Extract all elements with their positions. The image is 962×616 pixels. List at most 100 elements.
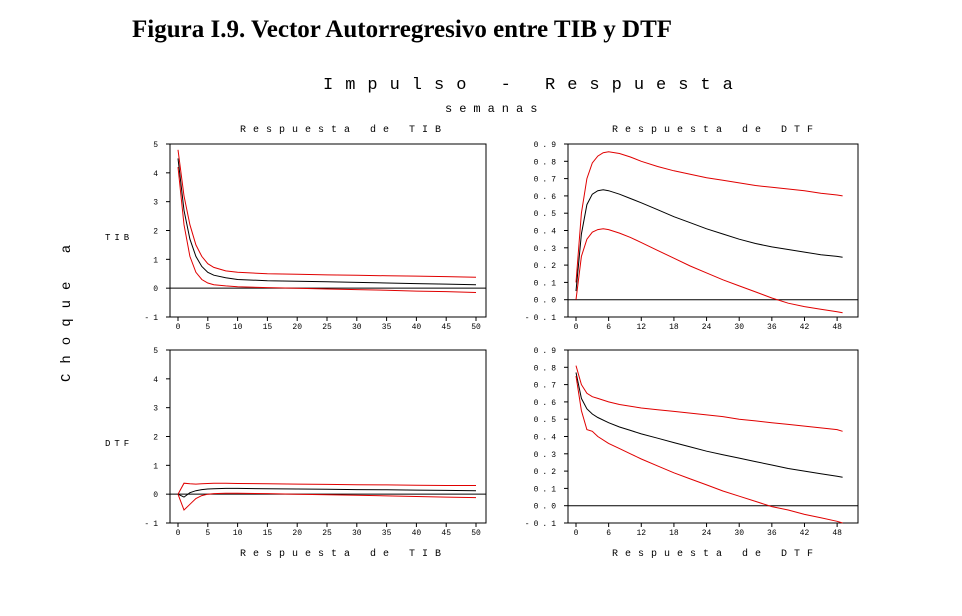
x-tick-label: 25 <box>322 323 332 332</box>
y-tick-label: 4 <box>153 376 162 385</box>
x-tick-label: 30 <box>734 529 744 538</box>
series-lower <box>177 492 477 511</box>
y-tick-label: 0.3 <box>534 245 560 254</box>
y-tick-label: 2 <box>153 228 162 237</box>
series-upper <box>575 365 843 432</box>
x-tick-label: 20 <box>292 323 302 332</box>
x-tick-label: 5 <box>205 323 210 332</box>
y-tick-label: 5 <box>153 141 162 150</box>
y-tick-label: 0.4 <box>534 434 560 443</box>
x-tick-label: 35 <box>382 323 392 332</box>
series-response <box>575 372 843 478</box>
x-tick-label: 40 <box>412 323 422 332</box>
x-tick-label: 45 <box>441 529 451 538</box>
series-upper <box>575 151 843 283</box>
y-tick-label: 0.0 <box>534 297 560 306</box>
y-tick-label: 0.9 <box>534 141 560 150</box>
x-tick-label: 10 <box>233 529 243 538</box>
y-tick-label: 0.2 <box>534 262 560 271</box>
y-tick-label: 0.6 <box>534 399 560 408</box>
x-tick-label: 50 <box>471 323 481 332</box>
x-tick-label: 30 <box>352 323 362 332</box>
y-tick-label: 5 <box>153 347 162 356</box>
x-tick-label: 20 <box>292 529 302 538</box>
y-tick-label: 0.1 <box>534 485 560 494</box>
y-tick-label: 0.5 <box>534 210 560 219</box>
x-tick-label: 25 <box>322 529 332 538</box>
y-tick-label: 1 <box>153 462 162 471</box>
bottom-label-left: Respuesta de TIB <box>240 548 448 560</box>
y-tick-label: 0.7 <box>534 382 560 391</box>
col-label-left: Respuesta de TIB <box>240 124 448 136</box>
y-tick-label: 0.0 <box>534 503 560 512</box>
y-tick-label: 0.3 <box>534 451 560 460</box>
row-label-tib: TIB <box>105 233 133 243</box>
y-tick-label: 0.6 <box>534 193 560 202</box>
x-tick-label: 35 <box>382 529 392 538</box>
x-tick-label: 15 <box>263 323 273 332</box>
series-lower <box>575 375 843 524</box>
y-tick-label: -0.1 <box>525 520 560 529</box>
x-tick-label: 18 <box>669 529 679 538</box>
series-response <box>177 158 477 286</box>
series-response <box>575 189 843 292</box>
x-tick-label: 24 <box>702 323 712 332</box>
x-tick-label: 48 <box>832 323 842 332</box>
y-tick-label: -0.1 <box>525 314 560 323</box>
y-tick-label: -1 <box>144 520 162 529</box>
bottom-label-right: Respuesta de DTF <box>612 548 820 560</box>
x-tick-label: 0 <box>176 529 181 538</box>
x-tick-label: 18 <box>669 323 679 332</box>
series-lower <box>575 228 843 314</box>
y-tick-label: 0.1 <box>534 279 560 288</box>
row-axis-label: Choque a <box>59 235 75 382</box>
x-tick-label: 36 <box>767 323 777 332</box>
main-header: Impulso - Respuesta <box>323 76 745 95</box>
series-upper <box>177 482 476 495</box>
series-upper <box>177 149 477 278</box>
y-tick-label: 3 <box>153 405 162 414</box>
sub-header: semanas <box>445 102 544 116</box>
x-tick-label: 42 <box>800 323 810 332</box>
panel-tib_dtf: -0.1 0.0 0.1 0.2 0.3 0.4 0.5 0.6 0.7 0.8 0.9 0 6 12 18… <box>525 141 859 332</box>
x-tick-label: 0 <box>574 323 579 332</box>
x-tick-label: 12 <box>636 323 646 332</box>
col-label-right: Respuesta de DTF <box>612 124 820 136</box>
x-tick-label: 30 <box>352 529 362 538</box>
x-tick-label: 42 <box>800 529 810 538</box>
plot-frame <box>567 349 859 524</box>
y-tick-label: 0.2 <box>534 468 560 477</box>
x-tick-label: 10 <box>233 323 243 332</box>
series-response <box>177 487 477 498</box>
y-tick-label: 0 <box>153 285 162 294</box>
x-tick-label: 36 <box>767 529 777 538</box>
x-tick-label: 5 <box>205 529 210 538</box>
x-tick-label: 6 <box>606 323 611 332</box>
y-tick-label: 0.7 <box>534 176 560 185</box>
series-lower <box>177 167 477 293</box>
y-tick-label: 0.5 <box>534 416 560 425</box>
y-tick-label: -1 <box>144 314 162 323</box>
row-label-dtf: DTF <box>105 439 133 449</box>
x-tick-label: 48 <box>832 529 842 538</box>
x-tick-label: 30 <box>734 323 744 332</box>
y-tick-label: 1 <box>153 256 162 265</box>
x-tick-label: 0 <box>176 323 181 332</box>
x-tick-label: 15 <box>263 529 273 538</box>
y-tick-label: 2 <box>153 434 162 443</box>
panel-dtf_dtf: -0.1 0.0 0.1 0.2 0.3 0.4 0.5 0.6 0.7 0.8 0.9 0 6 12 18… <box>525 347 859 538</box>
x-tick-label: 12 <box>636 529 646 538</box>
figure-title: Figura I.9. Vector Autorregresivo entre … <box>132 16 673 43</box>
y-tick-label: 0.4 <box>534 228 560 237</box>
x-tick-label: 40 <box>412 529 422 538</box>
x-tick-label: 6 <box>606 529 611 538</box>
x-tick-label: 0 <box>574 529 579 538</box>
x-tick-label: 24 <box>702 529 712 538</box>
y-tick-label: 0.8 <box>534 158 560 167</box>
x-tick-label: 50 <box>471 529 481 538</box>
y-tick-label: 0 <box>153 491 162 500</box>
x-tick-label: 45 <box>441 323 451 332</box>
